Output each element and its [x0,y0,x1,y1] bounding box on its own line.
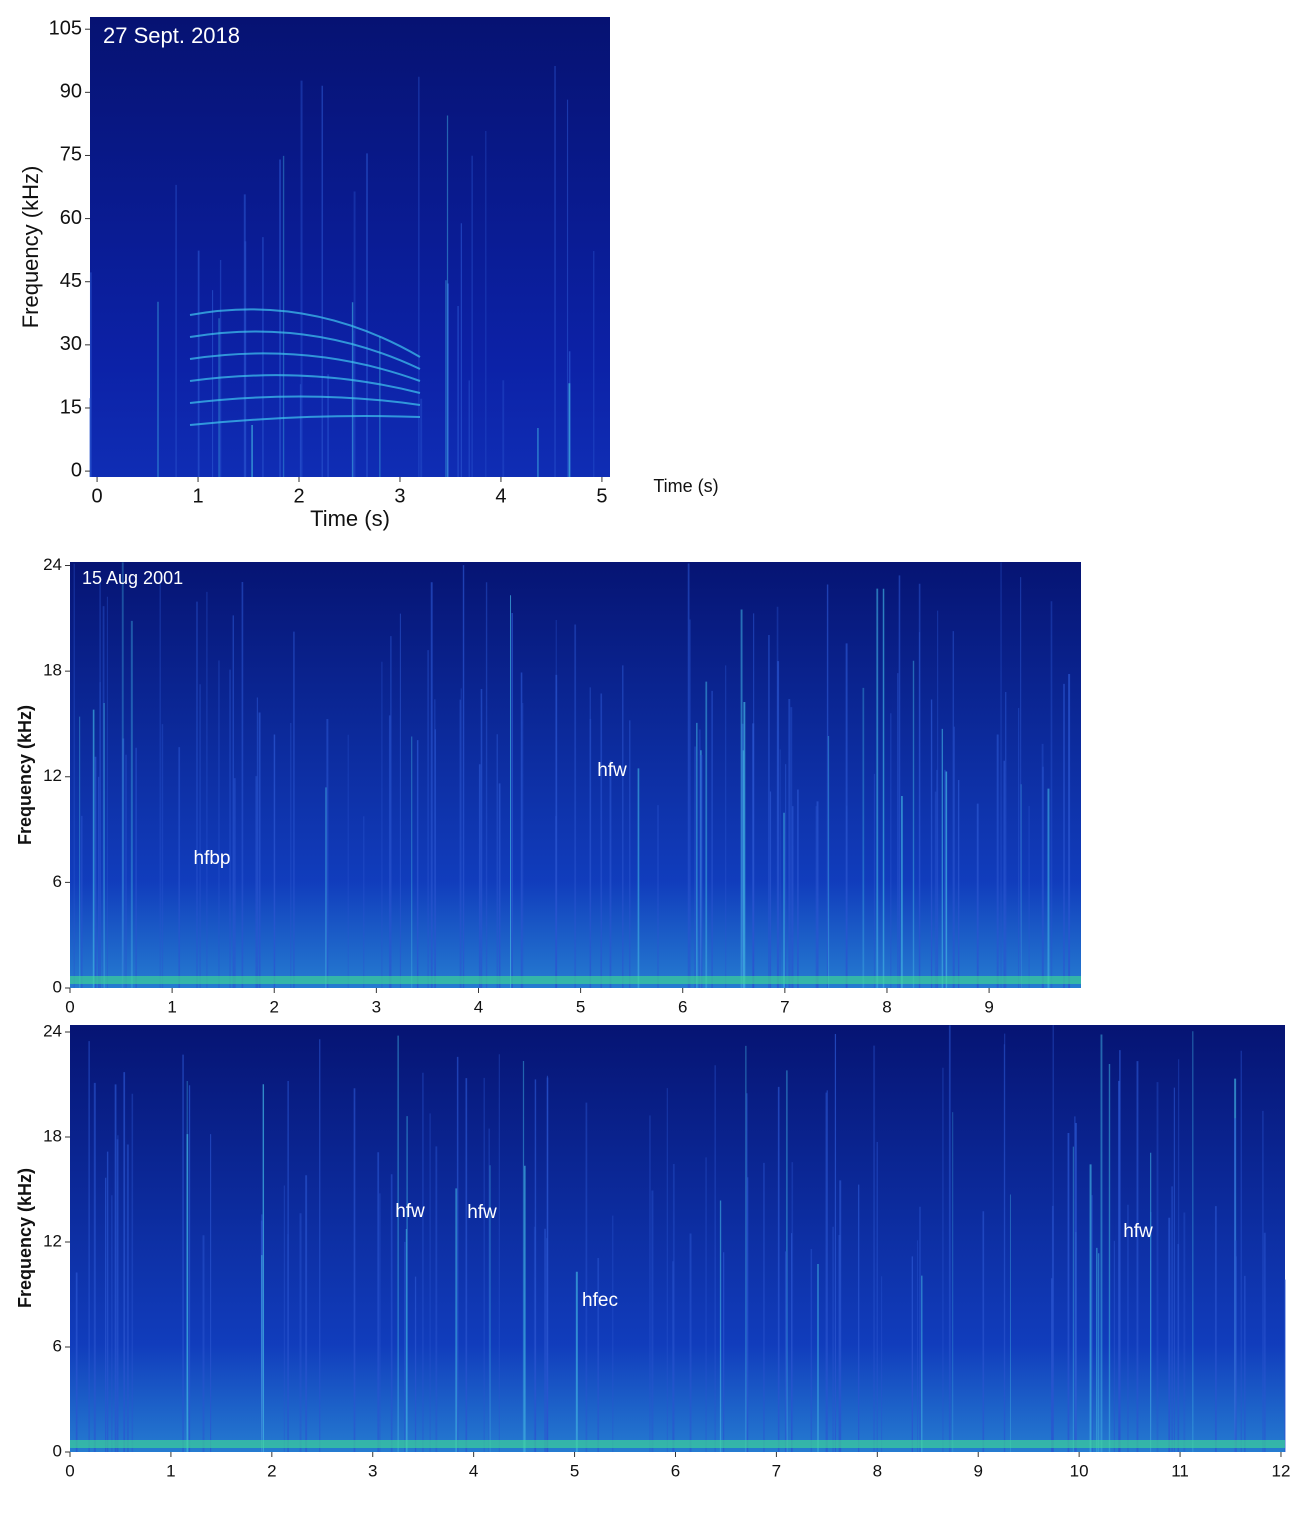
spectrogram-shade [70,562,1081,988]
call-annotation: hfw [395,1201,425,1222]
y-tick-label: 6 [53,872,62,891]
low-band [70,976,1081,984]
spectrogram-shade [70,1025,1285,1452]
x-tick-label: 8 [873,1461,882,1480]
x-tick-label: 9 [984,997,993,1016]
call-annotation: hfec [582,1290,618,1311]
x-tick-label: 0 [65,997,74,1016]
harmonic [189,330,421,370]
x-axis-label: Time (s) [653,476,718,496]
x-tick-label: 6 [678,997,687,1016]
date-label: 15 Aug 2001 [82,568,183,588]
y-tick-label: 24 [43,1021,62,1040]
x-tick-label: 1 [192,485,203,507]
x-tick-label: 1 [167,997,176,1016]
y-tick-label: 105 [49,17,82,39]
y-axis-label: Frequency (kHz) [15,1168,35,1308]
y-tick-label: 90 [60,81,82,103]
x-tick-label: 7 [772,1461,781,1480]
x-axis-label: Time (s) [310,506,390,531]
x-tick-label: 3 [372,997,381,1016]
x-tick-label: 2 [267,1461,276,1480]
y-tick-label: 45 [60,270,82,292]
harmonic [189,374,421,394]
x-tick-label: 11 [1171,1461,1189,1480]
call-annotation: hfw [467,1202,497,1223]
y-tick-label: 12 [43,766,62,785]
x-tick-label: 6 [671,1461,680,1480]
y-tick-label: 30 [60,333,82,355]
x-tick-label: 2 [270,997,279,1016]
harmonic [189,308,421,358]
x-tick-label: 2 [293,485,304,507]
spectrogram-shade [90,17,610,477]
call-annotation: hfw [1123,1221,1153,1242]
y-tick-label: 18 [43,661,62,680]
call-annotation: hfw [597,760,627,781]
date-label: 27 Sept. 2018 [103,23,240,48]
x-tick-label: 4 [495,485,506,507]
low-band [70,1440,1285,1448]
x-tick-label: 0 [92,485,103,507]
x-tick-label: 8 [882,997,891,1016]
y-tick-label: 6 [53,1336,62,1355]
harmonic [189,415,421,426]
x-tick-label: 3 [368,1461,377,1480]
x-tick-label: 5 [576,997,585,1016]
y-tick-label: 24 [43,555,62,574]
y-tick-label: 0 [53,1441,62,1460]
y-axis-label: Frequency (kHz) [18,166,43,329]
x-tick-label: 0 [65,1461,74,1480]
x-tick-label: 5 [570,1461,579,1480]
y-tick-label: 75 [60,144,82,166]
x-tick-label: 10 [1070,1461,1089,1480]
x-tick-label: 12 [1272,1461,1291,1480]
y-tick-label: 15 [60,396,82,418]
y-tick-label: 0 [71,459,82,481]
x-tick-label: 3 [394,485,405,507]
y-tick-label: 18 [43,1126,62,1145]
x-tick-label: 4 [469,1461,478,1480]
x-tick-label: 7 [780,997,789,1016]
x-tick-label: 1 [166,1461,175,1480]
x-tick-label: 5 [596,485,607,507]
y-tick-label: 0 [53,977,62,996]
harmonic [189,395,421,406]
y-tick-label: 12 [43,1231,62,1250]
y-tick-label: 60 [60,207,82,229]
x-tick-label: 9 [973,1461,982,1480]
x-tick-label: 4 [474,997,483,1016]
y-axis-label: Frequency (kHz) [15,705,35,845]
harmonic [189,352,421,382]
call-annotation: hfbp [194,848,231,869]
